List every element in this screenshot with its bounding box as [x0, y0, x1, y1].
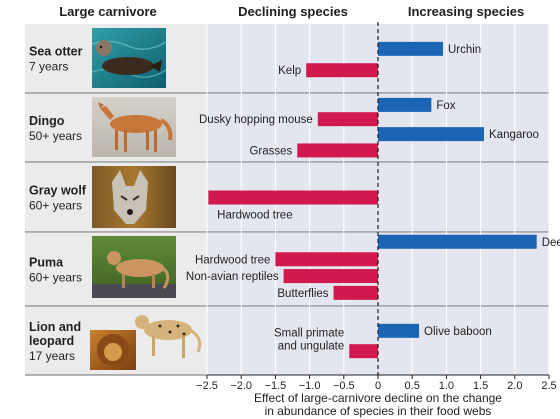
x-tick-label: 0.5	[405, 380, 420, 392]
bar-kangaroo	[378, 127, 485, 142]
species-label: Grasses	[249, 145, 292, 157]
bar-hardwood-tree	[208, 190, 378, 205]
bar-deer	[378, 234, 537, 249]
species-label: and ungulate	[278, 341, 345, 353]
header-carnivore: Large carnivore	[59, 4, 157, 19]
bar-non-avian-reptiles	[283, 269, 378, 284]
bar-olive-baboon	[378, 323, 420, 338]
bar-dusky-hopping-mouse	[317, 112, 378, 127]
species-label: Non-avian reptiles	[186, 271, 279, 283]
species-label: Fox	[436, 100, 455, 112]
x-tick-label: 0	[375, 380, 381, 392]
species-label: Kangaroo	[489, 129, 539, 141]
carnivore-name: Dingo	[29, 114, 65, 128]
header-increasing: Increasing species	[408, 4, 524, 19]
species-label: Dusky hopping mouse	[199, 114, 313, 126]
sea-otter-photo	[91, 28, 167, 88]
species-label: Deer	[542, 237, 560, 249]
x-tick-label: 1.0	[439, 380, 454, 392]
x-tick-label: 2.0	[507, 380, 522, 392]
bar-small-primate-and-ungulate	[349, 344, 378, 359]
carnivore-years: 60+ years	[29, 199, 82, 213]
species-label: Olive baboon	[424, 326, 492, 338]
header-declining: Declining species	[238, 4, 348, 19]
carnivore-name: Gray wolf	[29, 184, 87, 198]
x-tick-label: −2.5	[196, 380, 218, 392]
species-label: Hardwood tree	[195, 254, 270, 266]
carnivore-years: 50+ years	[29, 129, 82, 143]
carnivore-name: Lion and leopard	[29, 320, 81, 348]
bar-grasses	[297, 143, 378, 158]
x-tick-label: −0.5	[333, 380, 355, 392]
gray-wolf-photo	[92, 166, 176, 228]
species-label: Butterflies	[277, 288, 328, 300]
bar-kelp	[306, 63, 378, 78]
bar-butterflies	[333, 285, 378, 300]
bar-urchin	[378, 41, 443, 56]
x-tick-label: −2.0	[230, 380, 252, 392]
carnivore-name: Puma	[29, 256, 64, 270]
dingo-photo	[92, 97, 176, 157]
bar-fox	[378, 97, 432, 112]
x-axis-title: in abundance of species in their food we…	[265, 404, 492, 418]
species-label: Urchin	[448, 44, 481, 56]
puma-photo	[92, 236, 176, 298]
carnivore-name: Sea otter	[29, 45, 83, 59]
x-tick-label: −1.5	[265, 380, 287, 392]
x-tick-label: −1.0	[299, 380, 321, 392]
carnivore-years: 60+ years	[29, 271, 82, 285]
carnivore-years: 7 years	[29, 60, 68, 74]
lion-and-leopard-photo	[90, 315, 202, 370]
species-label: Hardwood tree	[217, 210, 292, 222]
x-tick-label: 1.5	[473, 380, 488, 392]
species-label: Small primate	[274, 328, 344, 340]
bar-hardwood-tree	[275, 252, 378, 267]
x-tick-label: 2.5	[541, 380, 556, 392]
species-label: Kelp	[278, 65, 301, 77]
carnivore-years: 17 years	[29, 349, 75, 363]
x-axis-title: Effect of large-carnivore decline on the…	[254, 391, 502, 405]
